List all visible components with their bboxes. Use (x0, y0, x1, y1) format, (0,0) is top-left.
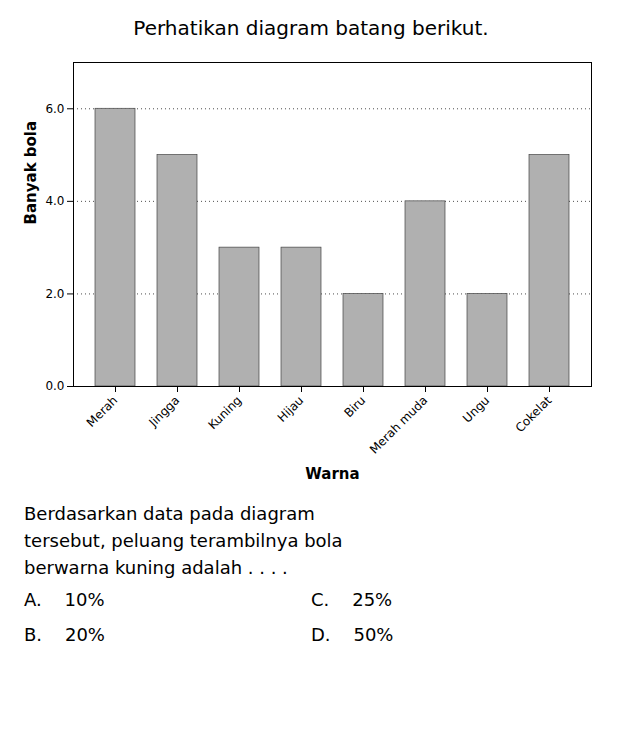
svg-text:Jingga: Jingga (146, 393, 183, 430)
html-text:D. 50%: D. 50% (311, 624, 394, 645)
svg-text:Banyak bola: Banyak bola (22, 121, 40, 225)
svg-text:Merah muda: Merah muda (367, 393, 430, 456)
html-text:C. 25%: C. 25% (311, 589, 393, 610)
svg-text:4.0: 4.0 (45, 194, 64, 208)
svg-text:6.0: 6.0 (45, 102, 64, 116)
html-text:B. 20%: B. 20% (24, 624, 105, 645)
svg-text:Warna: Warna (305, 465, 359, 483)
svg-text:2.0: 2.0 (45, 287, 64, 301)
svg-text:Kuning: Kuning (205, 393, 244, 432)
svg-text:Merah: Merah (84, 393, 121, 430)
html-text:Berdasarkan data pada diagram: Berdasarkan data pada diagram tersebut, … (24, 503, 343, 578)
svg-text:0.0: 0.0 (45, 379, 64, 393)
svg-text:Biru: Biru (341, 393, 368, 420)
html-text:A. 10%: A. 10% (24, 589, 105, 610)
svg-text:Cokelat: Cokelat (513, 393, 555, 435)
svg-text:Hijau: Hijau (275, 393, 307, 425)
svg-text:Ungu: Ungu (460, 393, 492, 425)
html-text:Perhatikan diagram batang beri: Perhatikan diagram batang berikut. (133, 16, 489, 40)
